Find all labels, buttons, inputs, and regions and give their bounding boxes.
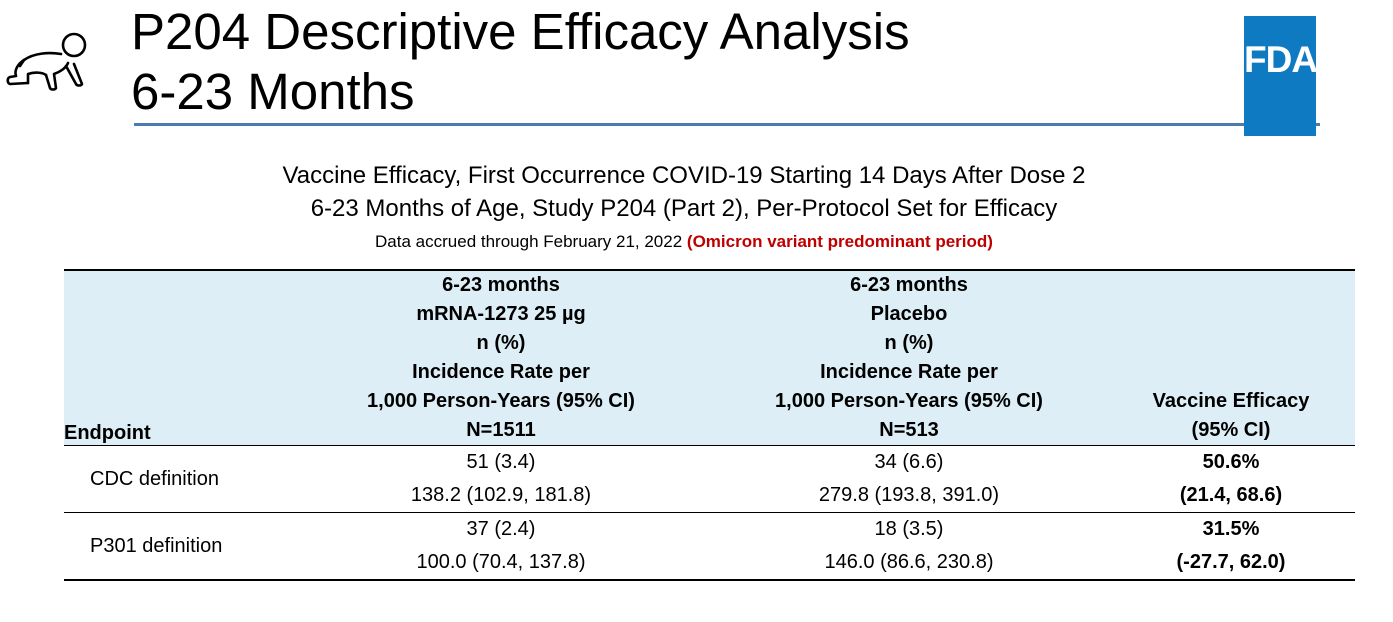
header-vaccine-group: 6-23 months mRNA-1273 25 µg n (%) Incide… xyxy=(291,270,711,446)
efficacy-value: 31.5% xyxy=(1202,518,1260,540)
omicron-period-note: (Omicron variant predominant period) xyxy=(686,232,993,251)
efficacy-table: Endpoint 6-23 months mRNA-1273 25 µg n (… xyxy=(64,269,1355,581)
efficacy-cell: 31.5% (-27.7, 62.0) xyxy=(1107,513,1355,581)
vaccine-n-percent: 37 (2.4) xyxy=(466,518,536,540)
efficacy-ci: (21.4, 68.6) xyxy=(1179,484,1283,506)
table-caption-line-1: Vaccine Efficacy, First Occurrence COVID… xyxy=(282,162,1086,189)
endpoint-cell: P301 definition xyxy=(90,534,223,557)
fda-logo: FDA xyxy=(1244,16,1318,136)
header-placebo-line: 6-23 months xyxy=(850,274,968,296)
header-placebo-line: Placebo xyxy=(870,303,948,325)
placebo-incidence-rate: 279.8 (193.8, 391.0) xyxy=(818,484,1000,506)
header-efficacy-line: Vaccine Efficacy xyxy=(1152,390,1310,412)
header-vaccine-line: mRNA-1273 25 µg xyxy=(416,303,586,325)
title-divider xyxy=(134,123,1320,126)
header-vaccine-line: n (%) xyxy=(476,332,526,354)
efficacy-cell: 50.6% (21.4, 68.6) xyxy=(1107,446,1355,513)
vaccine-cell: 51 (3.4) 138.2 (102.9, 181.8) xyxy=(291,446,711,513)
placebo-n-percent: 18 (3.5) xyxy=(874,518,944,540)
title-line-1: P204 Descriptive Efficacy Analysis xyxy=(131,3,910,60)
header-vaccine-line: 1,000 Person-Years (95% CI) xyxy=(367,390,635,412)
header-vaccine-line: Incidence Rate per xyxy=(412,361,590,383)
vaccine-incidence-rate: 138.2 (102.9, 181.8) xyxy=(410,484,592,506)
header-placebo-line: N=513 xyxy=(879,419,939,441)
page-title: P204 Descriptive Efficacy Analysis 6-23 … xyxy=(131,2,910,122)
header-endpoint: Endpoint xyxy=(64,270,291,446)
header-efficacy-line: (95% CI) xyxy=(1191,419,1271,441)
title-line-2: 6-23 Months xyxy=(131,63,415,120)
placebo-cell: 18 (3.5) 146.0 (86.6, 230.8) xyxy=(711,513,1107,581)
placebo-incidence-rate: 146.0 (86.6, 230.8) xyxy=(824,551,994,573)
table-row: CDC definition 51 (3.4) 138.2 (102.9, 18… xyxy=(64,445,1355,513)
header-vaccine-efficacy: Vaccine Efficacy (95% CI) xyxy=(1107,270,1355,446)
header-vaccine-line: N=1511 xyxy=(466,419,536,441)
efficacy-ci: (-27.7, 62.0) xyxy=(1176,551,1286,573)
data-accrual-note: Data accrued through February 21, 2022 xyxy=(375,232,687,251)
header-placebo-line: 1,000 Person-Years (95% CI) xyxy=(775,390,1043,412)
vaccine-cell: 37 (2.4) 100.0 (70.4, 137.8) xyxy=(291,513,711,581)
header-placebo-line: n (%) xyxy=(884,332,934,354)
table-header-row: Endpoint 6-23 months mRNA-1273 25 µg n (… xyxy=(64,270,1355,446)
crawling-baby-icon xyxy=(6,32,87,91)
placebo-n-percent: 34 (6.6) xyxy=(874,451,944,473)
vaccine-n-percent: 51 (3.4) xyxy=(466,451,536,473)
header-placebo-line: Incidence Rate per xyxy=(820,361,998,383)
table-caption-line-2: 6-23 Months of Age, Study P204 (Part 2),… xyxy=(310,195,1058,222)
table-row: P301 definition 37 (2.4) 100.0 (70.4, 13… xyxy=(64,512,1355,581)
header-placebo-group: 6-23 months Placebo n (%) Incidence Rate… xyxy=(711,270,1107,446)
vaccine-incidence-rate: 100.0 (70.4, 137.8) xyxy=(416,551,586,573)
table-caption-line-3: Data accrued through February 21, 2022 (… xyxy=(0,231,1368,253)
placebo-cell: 34 (6.6) 279.8 (193.8, 391.0) xyxy=(711,446,1107,513)
endpoint-cell: CDC definition xyxy=(90,467,219,490)
efficacy-value: 50.6% xyxy=(1202,451,1260,473)
header-vaccine-line: 6-23 months xyxy=(442,274,560,296)
